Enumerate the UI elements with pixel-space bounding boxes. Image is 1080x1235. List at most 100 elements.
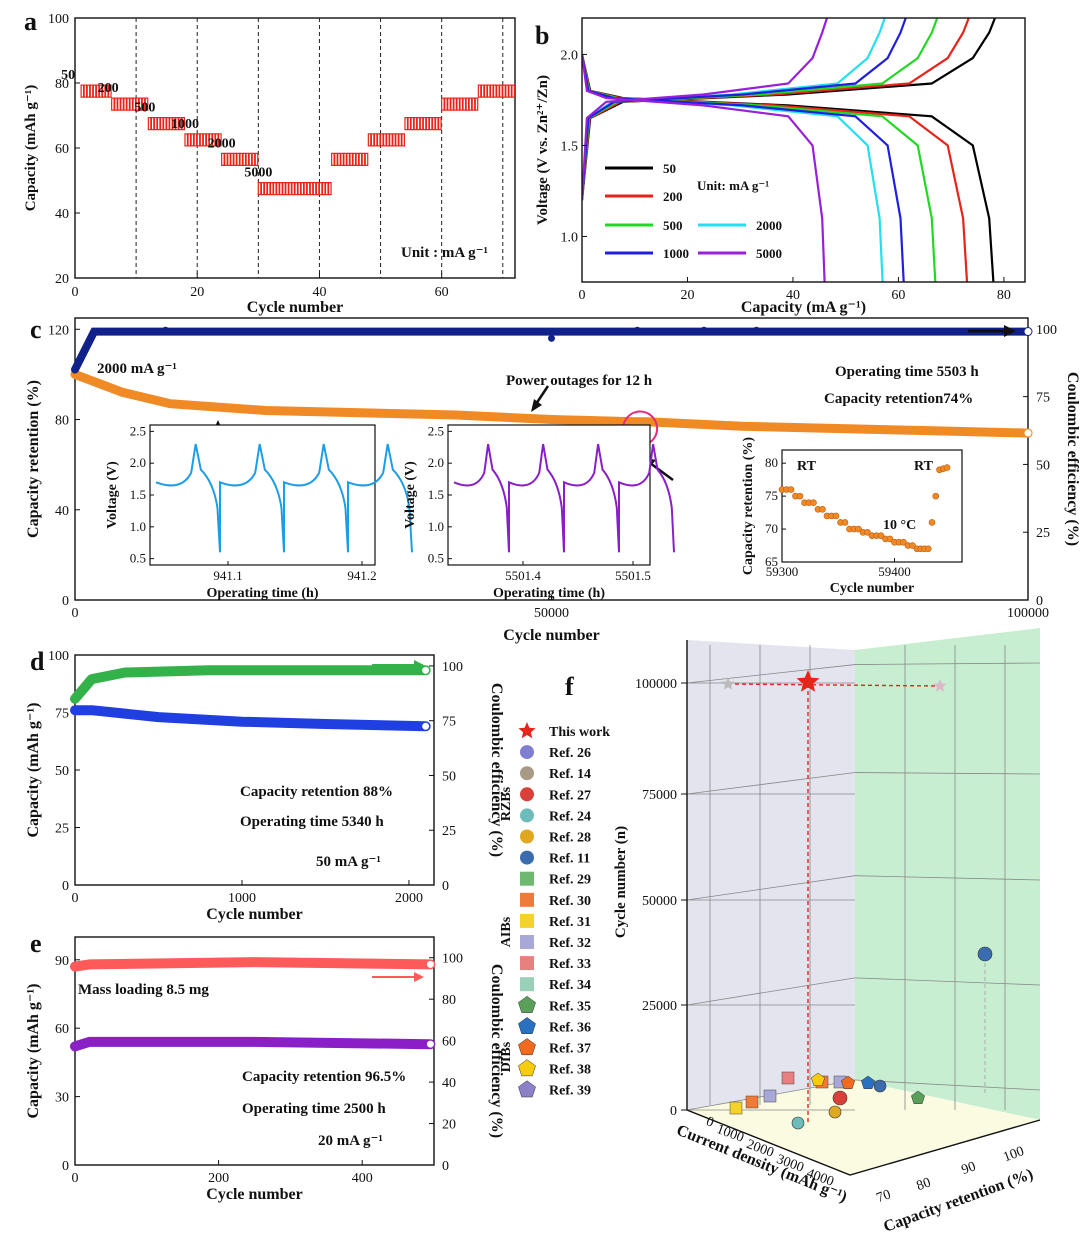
axis-arrow-head — [414, 972, 424, 982]
grid-line — [686, 664, 856, 684]
y-tick-label: 30 — [55, 1091, 69, 1106]
data-point — [334, 152, 338, 166]
data-point — [358, 152, 363, 166]
data-point — [123, 97, 127, 111]
data-point — [386, 133, 390, 147]
note-label: RT — [797, 459, 817, 474]
y-tick-label: 0 — [62, 1159, 69, 1174]
data-point — [416, 117, 421, 131]
charge-curve — [582, 18, 829, 201]
data-point — [407, 117, 412, 131]
panel-e-frame — [74, 936, 435, 1166]
data-point — [251, 152, 256, 166]
data-point — [242, 152, 247, 166]
legend-swatch — [520, 766, 534, 781]
legend-swatch — [520, 850, 534, 865]
legend-label: 50 — [663, 161, 676, 176]
data-point — [752, 326, 760, 334]
data-point — [791, 1116, 805, 1130]
x-tick-label: 200 — [208, 1171, 229, 1186]
y-tick-label: 20 — [55, 272, 69, 287]
y-tick-label: 1.5 — [561, 139, 579, 154]
data-point — [211, 133, 216, 147]
y-tick-label: 100 — [48, 649, 69, 664]
y2-tick-label: 80 — [442, 993, 456, 1008]
projection-marker — [721, 677, 735, 690]
legend-swatch — [520, 913, 534, 928]
data-point — [389, 133, 393, 147]
data-point — [166, 117, 170, 131]
y-tick-label: 75 — [765, 488, 778, 503]
z-tick-label: 70 — [875, 1187, 893, 1206]
data-point — [89, 84, 94, 98]
data-point — [465, 97, 470, 111]
data-point — [227, 152, 231, 166]
data-point — [126, 97, 130, 111]
legend-label: 2000 — [756, 218, 782, 233]
data-point — [841, 1075, 855, 1089]
data-point — [518, 1038, 536, 1056]
axis-arrow-head — [414, 660, 424, 670]
data-point — [383, 133, 387, 147]
x-tick-label: 20 — [680, 288, 694, 303]
y-tick-label: 60 — [55, 142, 69, 157]
y2-tick-label: 40 — [442, 1076, 456, 1091]
legend-swatch — [518, 722, 536, 739]
x-tick-label: 40 — [786, 288, 800, 303]
y2-axis-label: Coulombic efficiency (%) — [488, 683, 505, 857]
rate-segment — [257, 182, 296, 196]
rate-label: 2000 mA g⁻¹ — [97, 361, 177, 377]
rate-segment — [221, 152, 259, 166]
data-point — [832, 1090, 848, 1106]
data-point — [162, 326, 170, 334]
legend-label: 5000 — [756, 246, 782, 261]
data-point — [367, 133, 372, 147]
x-axis-label: Capacity (mA g⁻¹) — [741, 299, 866, 316]
data-point — [361, 152, 366, 166]
data-point — [518, 1059, 536, 1077]
x-axis-label: Cycle number — [206, 906, 302, 923]
data-point — [401, 133, 406, 147]
data-point — [80, 84, 85, 98]
legend-label: Ref. 24 — [549, 809, 591, 824]
x-tick-label: 40 — [312, 285, 326, 300]
y2-tick-label: 25 — [442, 824, 456, 839]
data-point — [787, 486, 795, 493]
group-label: RZBs — [499, 786, 514, 821]
data-point — [279, 182, 283, 196]
inset-y-label: Voltage (V) — [403, 461, 418, 529]
x-tick-label: 60 — [891, 288, 905, 303]
data-point — [909, 542, 916, 549]
data-point — [294, 182, 299, 196]
data-point — [349, 152, 354, 166]
data-point — [291, 182, 296, 196]
y-tick-label: 2.5 — [428, 423, 444, 438]
y-tick-label: 1.5 — [428, 487, 444, 502]
data-point — [83, 84, 88, 98]
grid-line — [854, 662, 1041, 665]
data-point — [518, 1080, 536, 1098]
data-point — [205, 133, 210, 147]
unit-note: Unit: mA g⁻¹ — [697, 178, 769, 193]
data-point — [855, 525, 862, 533]
legend-label: Ref. 26 — [549, 746, 591, 761]
data-point — [355, 152, 360, 166]
data-point — [263, 182, 268, 196]
y-tick-label: 100000 — [635, 677, 677, 692]
data-point — [273, 182, 277, 196]
inset-y-label: Capacity retention (%) — [741, 437, 756, 575]
data-point — [324, 182, 329, 196]
data-point — [379, 133, 384, 147]
data-point — [117, 97, 121, 111]
annotation: Mass loading 8.5 mg — [78, 982, 209, 998]
panel-letter-d: d — [30, 647, 45, 676]
data-point — [221, 152, 225, 166]
x-axis-label: Cycle number — [247, 299, 343, 316]
data-point — [425, 959, 435, 969]
data-point — [297, 182, 302, 196]
legend-label: Ref. 34 — [549, 978, 591, 993]
data-point — [233, 152, 237, 166]
back-wall-right — [855, 628, 1040, 1120]
legend-label: Ref. 14 — [549, 767, 591, 782]
y-axis-label: Voltage (V vs. Zn²⁺/Zn) — [535, 75, 551, 225]
